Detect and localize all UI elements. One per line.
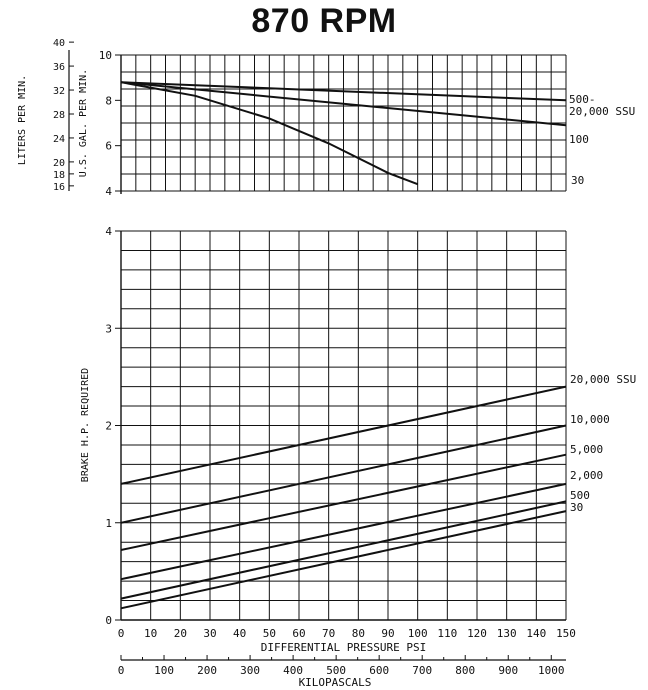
liters-tick-label: 20 <box>53 158 65 169</box>
x-tick-label: 140 <box>526 627 546 640</box>
x-tick-label: 130 <box>497 627 517 640</box>
liters-tick-label: 18 <box>53 170 65 181</box>
power-series-line <box>120 453 567 551</box>
x-tick-label: 0 <box>118 627 125 640</box>
x-tick-label: 70 <box>322 627 335 640</box>
y-tick-label: 6 <box>105 140 112 153</box>
liters-tick-label: 16 <box>53 182 65 193</box>
liters-tick-label: 40 <box>53 38 65 49</box>
y-tick-label: 1 <box>105 517 112 530</box>
power-series-line <box>120 482 567 581</box>
x-tick-label: 120 <box>467 627 487 640</box>
kpa-tick-label: 200 <box>197 664 217 677</box>
kpa-axis-label: KILOPASCALS <box>299 676 372 689</box>
x-tick-label: 60 <box>292 627 305 640</box>
flow-series-label: 500-20,000 SSU <box>569 93 635 118</box>
liters-axis-label: LITERS PER MIN. <box>17 75 28 165</box>
flow-series-line <box>120 81 567 127</box>
flow-series-label: 30 <box>571 174 584 187</box>
y-tick-label: 0 <box>105 614 112 627</box>
power-series-label: 10,000 <box>570 413 610 426</box>
y-tick-label: 4 <box>105 225 112 238</box>
x-tick-label: 90 <box>381 627 394 640</box>
liters-tick-label: 32 <box>53 86 65 97</box>
x-tick-label: 20 <box>174 627 187 640</box>
kpa-tick-label: 900 <box>498 664 518 677</box>
kpa-tick-label: 300 <box>240 664 260 677</box>
liters-tick-label: 28 <box>53 110 65 121</box>
kpa-tick-label: 0 <box>118 664 125 677</box>
kpa-tick-label: 1000 <box>538 664 565 677</box>
flow-series-line <box>120 81 567 102</box>
power-series-label: 500 <box>570 489 590 502</box>
power-series-line <box>120 510 567 610</box>
y-tick-label: 3 <box>105 322 112 335</box>
x-tick-label: 110 <box>437 627 457 640</box>
x-tick-label: 50 <box>263 627 276 640</box>
x-tick-label: 10 <box>144 627 157 640</box>
x-tick-label: 40 <box>233 627 246 640</box>
power-series-label: 20,000 SSU <box>570 373 636 386</box>
power-series-label: 5,000 <box>570 443 603 456</box>
power-series-label: 2,000 <box>570 469 603 482</box>
x-tick-label: 80 <box>352 627 365 640</box>
kpa-tick-label: 400 <box>283 664 303 677</box>
liters-tick-label: 36 <box>53 62 65 73</box>
kpa-tick-label: 600 <box>369 664 389 677</box>
kpa-tick-label: 500 <box>326 664 346 677</box>
kpa-tick-label: 800 <box>455 664 475 677</box>
liters-tick-label: 24 <box>53 134 65 145</box>
x-tick-label: 150 <box>556 627 576 640</box>
x-tick-label: 30 <box>203 627 216 640</box>
y-tick-label: 4 <box>105 185 112 198</box>
flow-series-label: 100 <box>569 133 589 146</box>
y-axis-label: U.S. GAL. PER MIN. <box>78 69 89 177</box>
flow-series-line <box>120 81 419 186</box>
power-series-line <box>120 385 567 485</box>
power-series-line <box>120 424 567 524</box>
x-tick-label: 100 <box>408 627 428 640</box>
y-axis-label: BRAKE H.P. REQUIRED <box>80 368 91 482</box>
y-tick-label: 8 <box>105 94 112 107</box>
kpa-tick-label: 100 <box>154 664 174 677</box>
y-tick-label: 2 <box>105 420 112 433</box>
y-tick-label: 10 <box>99 49 112 62</box>
x-axis-label: DIFFERENTIAL PRESSURE PSI <box>261 641 427 654</box>
chart-title: 870 RPM <box>251 2 397 40</box>
power-series-label: 30 <box>570 501 583 514</box>
power-series-line <box>120 500 567 600</box>
kpa-tick-label: 700 <box>412 664 432 677</box>
